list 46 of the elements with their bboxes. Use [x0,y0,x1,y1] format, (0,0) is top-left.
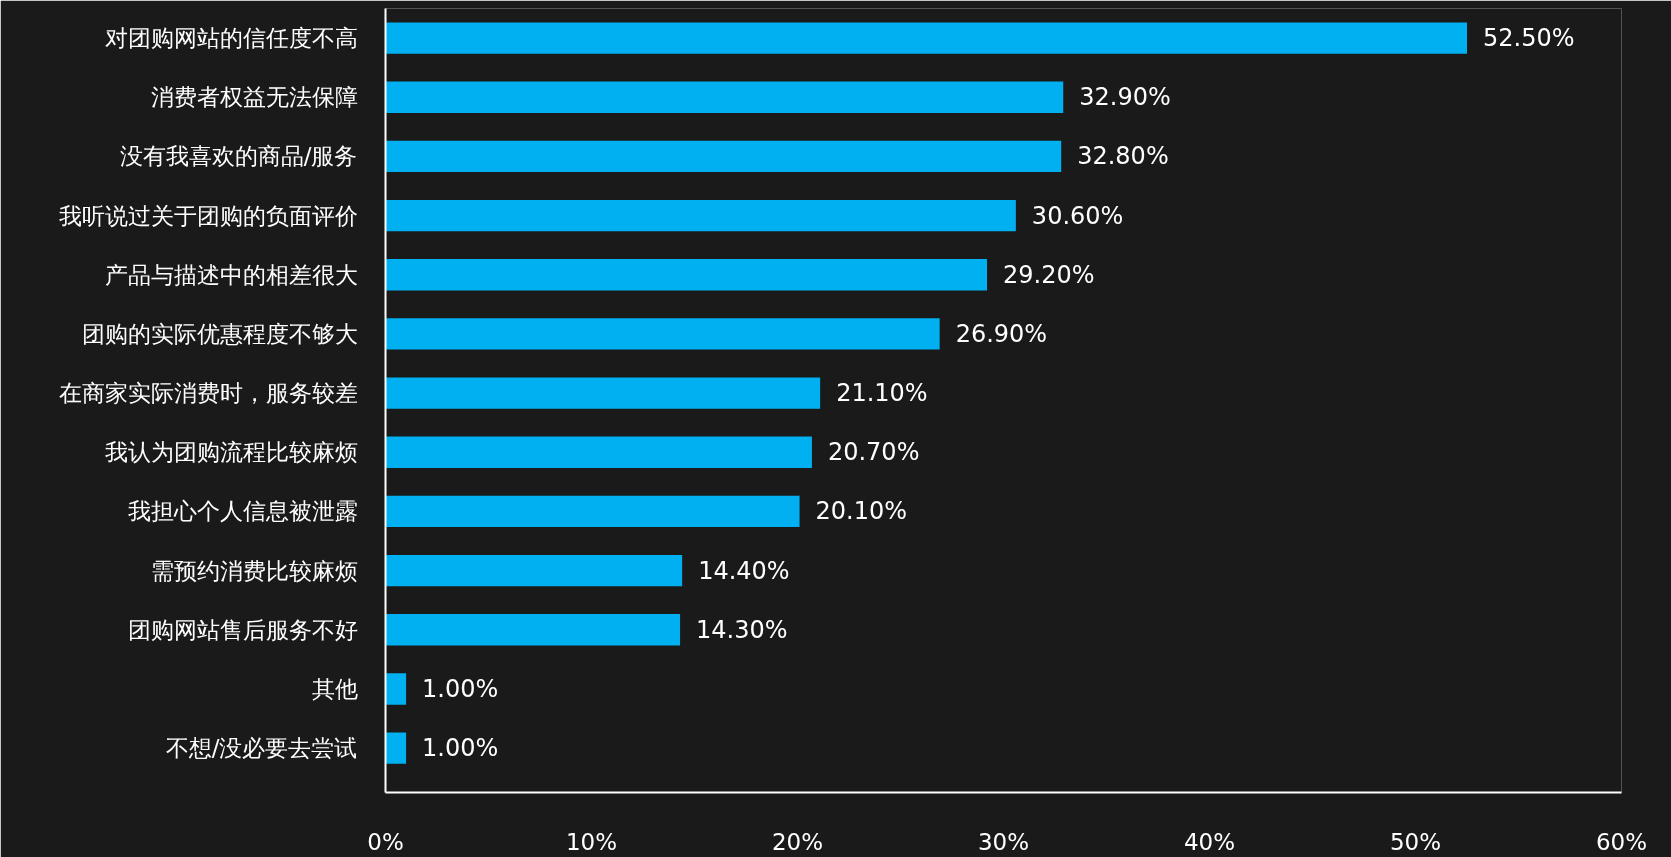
x-tick-label: 30% [977,828,1030,855]
x-tick-label: 10% [565,828,618,855]
data-label: 52.50% [1483,24,1575,53]
y-tick-label: 产品与描述中的相差很大 [104,261,358,288]
y-tick-label: 没有我喜欢的商品/服务 [119,143,358,170]
data-label: 29.20% [1003,260,1095,289]
data-label: 26.90% [955,319,1048,348]
x-tick-label: 50% [1389,828,1442,855]
y-tick-label: 在商家实际消费时，服务较差 [58,380,358,407]
data-label: 14.30% [696,615,788,644]
bar [385,436,812,468]
x-tick-label: 40% [1183,828,1236,855]
data-label: 30.60% [1031,201,1124,230]
x-tick-label: 60% [1595,828,1648,855]
bar [385,377,821,409]
y-tick-label: 我担心个人信息被泄露 [127,498,358,525]
bar [385,673,407,705]
x-tick-label: 0% [367,828,404,855]
y-tick-label: 其他 [311,675,358,702]
data-label: 32.80% [1077,142,1169,171]
data-label: 14.40% [698,556,790,585]
x-tick-label: 20% [771,828,824,855]
data-label: 20.70% [827,438,920,467]
y-tick-label: 不想/没必要去尝试 [165,735,358,762]
y-tick-label: 消费者权益无法保障 [150,84,358,111]
data-label: 1.00% [422,734,499,763]
bar [385,318,940,350]
bar [385,495,800,528]
data-label: 32.90% [1079,83,1171,112]
y-tick-label: 对团购网站的信任度不高 [104,25,358,52]
y-tick-label: 团购网站售后服务不好 [127,616,358,643]
bar [385,140,1062,173]
y-tick-label: 我听说过关于团购的负面评价 [58,202,358,229]
y-tick-label: 我认为团购流程比较麻烦 [104,439,358,466]
bar [385,22,1467,54]
bar [385,614,681,646]
bar [385,259,988,291]
data-label: 20.10% [815,497,908,526]
data-label: 1.00% [422,674,499,703]
y-tick-label: 需预约消费比较麻烦 [150,557,358,584]
bar [385,732,407,764]
bar [385,199,1016,232]
y-tick-label: 团购的实际优惠程度不够大 [81,320,358,347]
bar [385,81,1064,113]
data-label: 21.10% [836,379,928,408]
bar [385,554,683,587]
